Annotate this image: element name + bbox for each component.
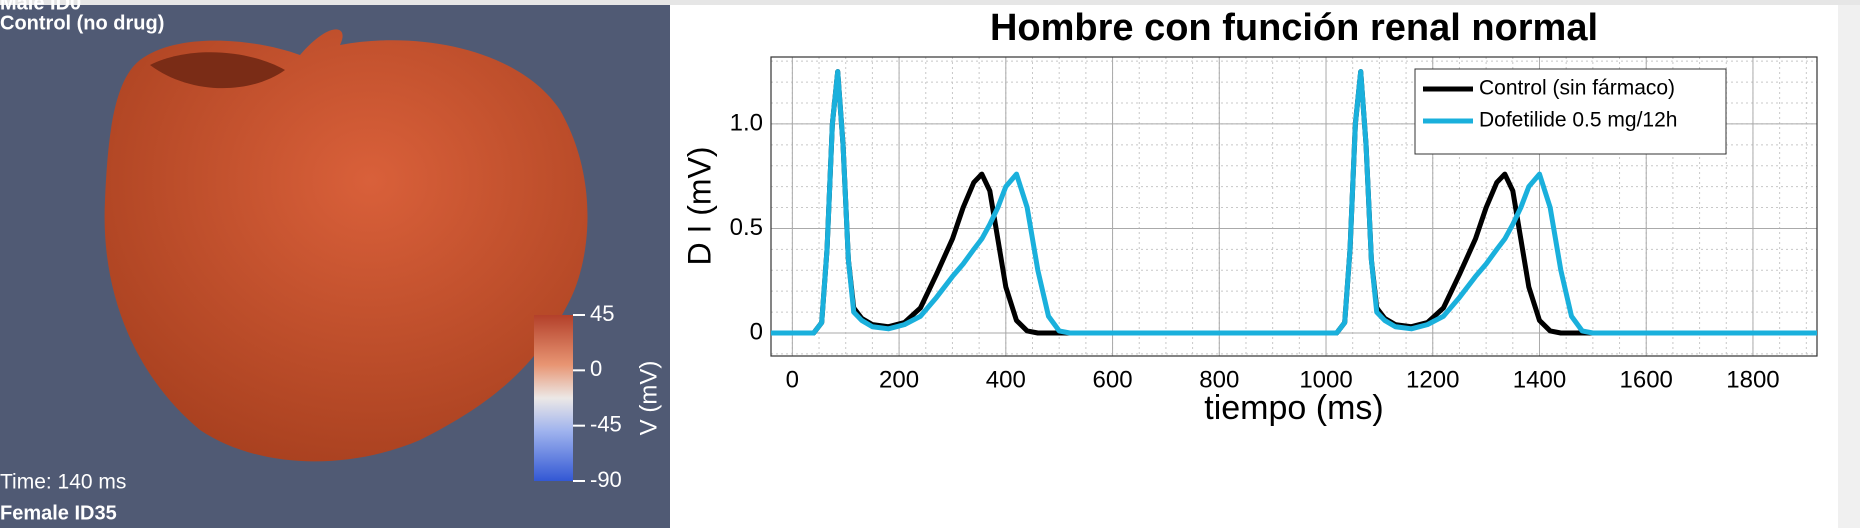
colorbar-tick-label: -90	[590, 467, 622, 492]
colorbar	[534, 315, 573, 481]
heart-model	[104, 29, 588, 462]
x-tick-label: 600	[1093, 366, 1133, 393]
heart-vessel	[150, 52, 285, 89]
condition-label: Control (no drug)	[0, 12, 164, 34]
x-tick-label: 1800	[1726, 366, 1779, 393]
colorbar-label: V (mV)	[635, 361, 662, 436]
model-label: Male ID0	[0, 0, 81, 14]
x-tick-label: 400	[986, 366, 1026, 393]
x-tick-label: 800	[1199, 366, 1239, 393]
x-tick-label: 200	[879, 366, 919, 393]
legend-box	[1414, 68, 1727, 155]
chart-title: Hombre con función renal normal	[990, 7, 1598, 49]
top-border	[0, 0, 1860, 5]
x-tick-label: 1000	[1299, 366, 1352, 393]
series-line	[771, 69, 1817, 336]
y-tick-label: 0.5	[730, 214, 763, 241]
x-tick-label: 0	[786, 366, 799, 393]
colorbar-tick-label: 45	[590, 301, 614, 326]
time-label: Time: 140 ms	[0, 471, 126, 494]
legend-label: Control (sin fármaco)	[1479, 77, 1675, 100]
y-axis-label: D I (mV)	[681, 146, 717, 265]
plot-frame	[770, 56, 1818, 357]
next-model-label: Female ID35	[0, 502, 117, 524]
x-axis-label: tiempo (ms)	[1204, 389, 1383, 427]
x-tick-label: 1200	[1406, 366, 1459, 393]
colorbar-tick-label: -45	[590, 411, 622, 436]
legend-label: Dofetilide 0.5 mg/12h	[1479, 109, 1677, 132]
scrollbar	[1838, 5, 1860, 528]
x-tick-label: 1400	[1513, 366, 1566, 393]
y-tick-label: 0	[750, 318, 763, 345]
y-tick-label: 1.0	[730, 109, 763, 136]
x-tick-label: 1600	[1620, 366, 1673, 393]
colorbar-tick-label: 0	[590, 356, 602, 381]
